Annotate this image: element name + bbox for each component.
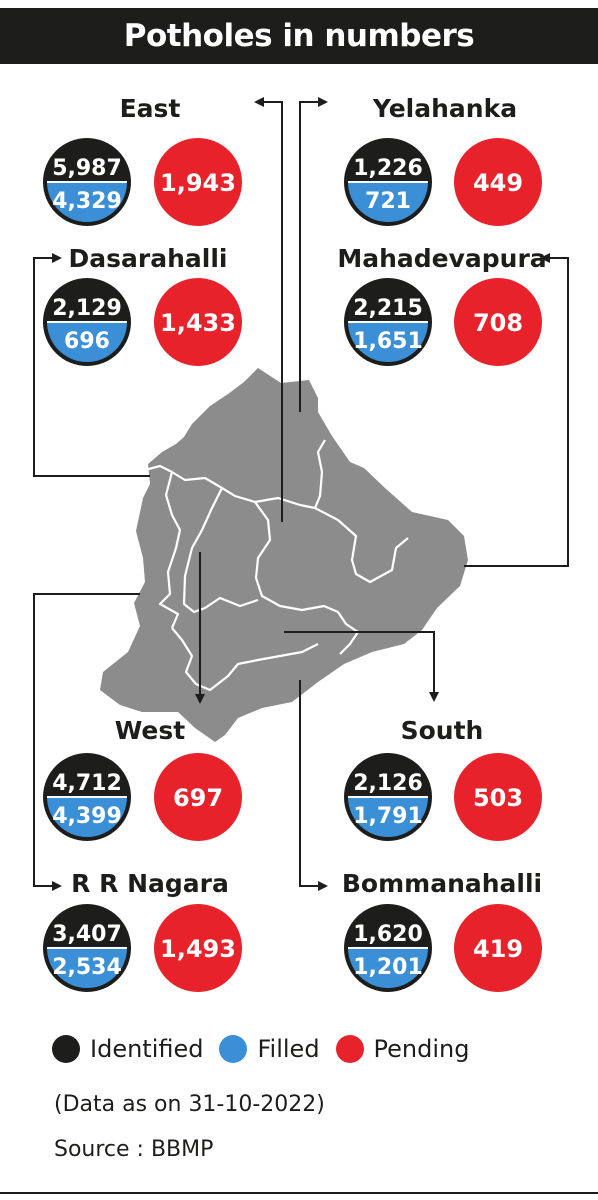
pending-value: 1,493 — [160, 935, 236, 963]
legend-item-filled: Filled — [219, 1035, 320, 1063]
identified-value: 4,712 — [52, 771, 122, 796]
zone-west: West 4,712 4,399 697 — [43, 716, 242, 841]
connector-east — [254, 97, 283, 522]
zone-east: East 5,987 4,329 1,943 — [43, 94, 242, 226]
identified-value: 3,407 — [52, 922, 122, 947]
zone-south: South 2,126 1,791 503 — [344, 716, 542, 841]
filled-value: 1,791 — [353, 804, 423, 829]
zone-name-label: East — [120, 94, 181, 123]
filled-half — [47, 182, 127, 222]
legend-label: Filled — [257, 1035, 320, 1063]
pending-circle — [454, 278, 542, 366]
connector-yelahanka — [299, 97, 328, 412]
zone-name-label: Dasarahalli — [69, 244, 228, 273]
pending-circle — [154, 904, 242, 992]
zone-mahadevapura: Mahadevapura 2,215 1,651 708 — [337, 244, 547, 366]
pending-swatch — [335, 1035, 364, 1063]
connector-south — [284, 631, 439, 702]
zone-name-label: Mahadevapura — [337, 244, 546, 273]
legend-label: Identified — [90, 1035, 204, 1063]
pending-circle — [454, 753, 542, 841]
legend-label: Pending — [373, 1035, 470, 1063]
zone-r-r-nagara: R R Nagara 3,407 2,534 1,493 — [43, 869, 242, 992]
page-title: Potholes in numbers — [0, 8, 598, 64]
identified-value: 2,129 — [52, 296, 122, 321]
pending-value: 449 — [473, 169, 523, 197]
filled-half — [47, 797, 127, 837]
identified-swatch — [52, 1035, 80, 1063]
zone-name-label: Yelahanka — [372, 94, 517, 123]
filled-half — [348, 948, 428, 988]
identified-value: 5,987 — [52, 156, 122, 181]
zone-dasarahalli: Dasarahalli 2,129 696 1,433 — [43, 244, 242, 366]
pending-circle — [454, 904, 542, 992]
legend-item-pending: Pending — [335, 1035, 470, 1063]
pending-value: 708 — [473, 309, 523, 337]
zone-bommanahalli: Bommanahalli 1,620 1,201 419 — [342, 869, 542, 992]
zone-groups: East 5,987 4,329 1,943 Yelahanka 1,226 721 449 D… — [43, 94, 547, 992]
bottom-rule — [0, 1192, 598, 1194]
zone-yelahanka: Yelahanka 1,226 721 449 — [344, 94, 542, 226]
data-date-note: (Data as on 31-10-2022) — [54, 1092, 325, 1117]
filled-value: 2,534 — [52, 955, 122, 980]
filled-value: 721 — [365, 189, 411, 214]
filled-value: 1,201 — [353, 955, 423, 980]
pending-circle — [454, 138, 542, 226]
zone-name-label: South — [401, 716, 484, 745]
filled-half — [348, 182, 428, 222]
pending-value: 503 — [473, 784, 523, 812]
zone-boundaries — [144, 439, 409, 692]
identified-value: 2,126 — [353, 771, 423, 796]
identified-value: 1,620 — [353, 922, 423, 947]
connector-rr-nagara — [33, 593, 140, 891]
filled-half — [47, 948, 127, 988]
filled-half — [348, 322, 428, 362]
pending-value: 419 — [473, 935, 523, 963]
connector-bommanahalli — [299, 680, 328, 891]
filled-value: 4,329 — [52, 189, 122, 214]
filled-value: 1,651 — [353, 329, 423, 354]
zone-name-label: West — [115, 716, 186, 745]
pending-circle — [154, 278, 242, 366]
filled-half — [47, 322, 127, 362]
pending-circle — [154, 753, 242, 841]
connector-mahadevapura — [464, 253, 569, 567]
legend-item-identified: Identified — [52, 1035, 203, 1063]
city-map — [100, 368, 468, 742]
zone-name-label: R R Nagara — [71, 869, 229, 898]
legend: Identified Filled Pending — [52, 1035, 486, 1063]
pending-value: 1,943 — [160, 169, 236, 197]
pending-value: 697 — [173, 784, 223, 812]
source-note: Source : BBMP — [54, 1137, 214, 1162]
connector-lines — [33, 97, 569, 891]
identified-value: 2,215 — [353, 296, 423, 321]
filled-value: 4,399 — [52, 804, 122, 829]
filled-value: 696 — [64, 329, 110, 354]
pending-circle — [154, 138, 242, 226]
zone-name-label: Bommanahalli — [342, 869, 542, 898]
filled-swatch — [219, 1035, 248, 1063]
pending-value: 1,433 — [160, 309, 236, 337]
filled-half — [348, 797, 428, 837]
connector-dasarahalli — [33, 253, 150, 477]
identified-value: 1,226 — [353, 156, 423, 181]
